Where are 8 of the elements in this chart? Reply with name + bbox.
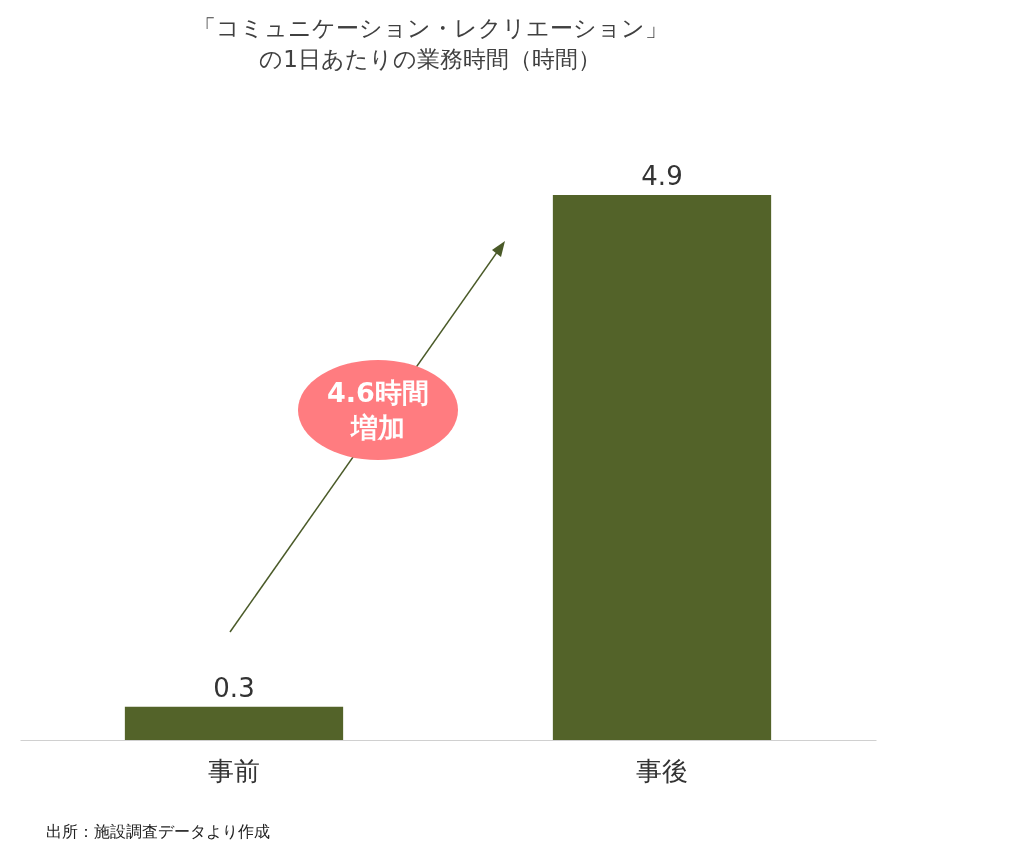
chart-subtitle: の1日あたりの業務時間（時間） (259, 46, 601, 72)
data-label: 0.3 (213, 672, 255, 703)
annotation: 4.6時間増加 (326, 375, 430, 445)
x-tick-label: 事前 (208, 755, 260, 786)
data-label: 4.9 (641, 161, 683, 191)
x-tick-label: 事後 (636, 755, 688, 786)
text: 出所：施設調査データより作成 (46, 822, 270, 843)
chart-title: 「コミュニケーション・レクリエーション」 (192, 15, 668, 41)
